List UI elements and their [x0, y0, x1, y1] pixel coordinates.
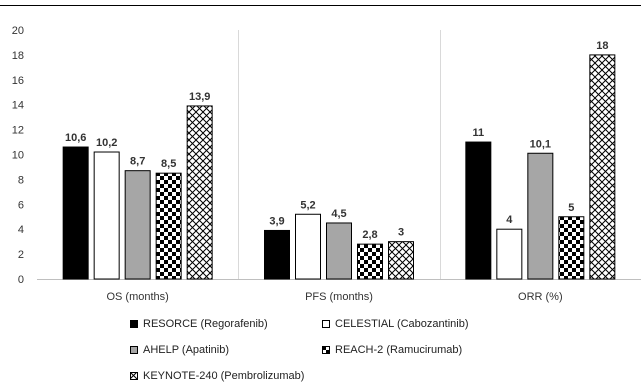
y-axis-ticks: 0 2 4 6 8 10 12 14 16 18 20 — [12, 25, 24, 286]
bar — [124, 170, 151, 280]
data-label: 8,5 — [161, 158, 176, 170]
bar — [527, 152, 554, 280]
data-label: 3 — [398, 227, 404, 239]
legend-label: RESORCE (Regorafenib) — [143, 318, 268, 330]
bar — [388, 241, 414, 280]
data-label: 5 — [568, 202, 574, 214]
bar — [295, 213, 321, 280]
legend-swatch — [130, 346, 138, 354]
legend-item: RESORCE (Regorafenib) — [130, 318, 268, 330]
bar — [62, 146, 89, 280]
data-label: 8,7 — [130, 156, 145, 168]
y-tick-label: 18 — [12, 50, 24, 62]
bar — [589, 54, 616, 280]
category-separators — [238, 30, 441, 279]
legend-item: AHELP (Apatinib) — [130, 344, 229, 356]
data-label: 4 — [506, 214, 513, 226]
bar — [186, 105, 213, 280]
y-tick-label: 14 — [12, 100, 24, 112]
legend-label: KEYNOTE-240 (Pembrolizumab) — [143, 370, 305, 382]
y-tick-label: 8 — [18, 174, 24, 186]
bar — [155, 172, 182, 280]
y-tick-label: 6 — [18, 199, 24, 211]
legend-label: AHELP (Apatinib) — [143, 344, 230, 356]
legend-item: KEYNOTE-240 (Pembrolizumab) — [130, 370, 304, 382]
data-label: 10,6 — [65, 132, 86, 144]
legend-label: REACH-2 (Ramucirumab) — [335, 344, 463, 356]
bar — [264, 229, 290, 280]
data-label: 4,5 — [331, 208, 346, 220]
y-tick-label: 12 — [12, 125, 24, 137]
y-tick-label: 16 — [12, 75, 24, 87]
bar — [496, 228, 523, 280]
y-tick-label: 0 — [18, 274, 24, 286]
legend-item: CELESTIAL (Cabozantinib) — [322, 318, 469, 330]
data-label: 10,2 — [96, 137, 117, 149]
category-label: ORR (%) — [518, 291, 563, 303]
legend-item: REACH-2 (Ramucirumab) — [322, 344, 462, 356]
bars — [62, 54, 616, 280]
data-labels: 10,6 10,2 8,7 8,5 13,9 3,9 5,2 4,5 2,8 3 11 4 10,1 5 1… — [65, 40, 609, 241]
y-tick-label: 10 — [12, 150, 24, 162]
data-label: 10,1 — [530, 138, 551, 150]
bar — [93, 151, 120, 280]
legend-swatch — [322, 320, 330, 328]
data-label: 13,9 — [189, 91, 210, 103]
data-label: 5,2 — [300, 199, 315, 211]
y-tick-label: 20 — [12, 25, 24, 37]
data-label: 18 — [596, 40, 608, 52]
legend-label: CELESTIAL (Cabozantinib) — [335, 318, 469, 330]
y-tick-label: 4 — [18, 224, 24, 236]
category-label: PFS (months) — [305, 291, 373, 303]
legend-swatch — [322, 346, 330, 354]
data-label: 2,8 — [362, 229, 377, 241]
legend-swatch — [130, 320, 138, 328]
data-label: 11 — [473, 127, 485, 139]
data-label: 3,9 — [269, 215, 284, 227]
bar — [465, 141, 492, 280]
category-label: OS (months) — [106, 291, 168, 303]
y-tick-label: 2 — [18, 249, 24, 261]
category-labels: OS (months) PFS (months) ORR (%) — [106, 291, 562, 303]
bar — [357, 243, 383, 280]
bar — [326, 222, 352, 280]
legend-swatch — [130, 372, 138, 380]
bar — [558, 216, 585, 280]
